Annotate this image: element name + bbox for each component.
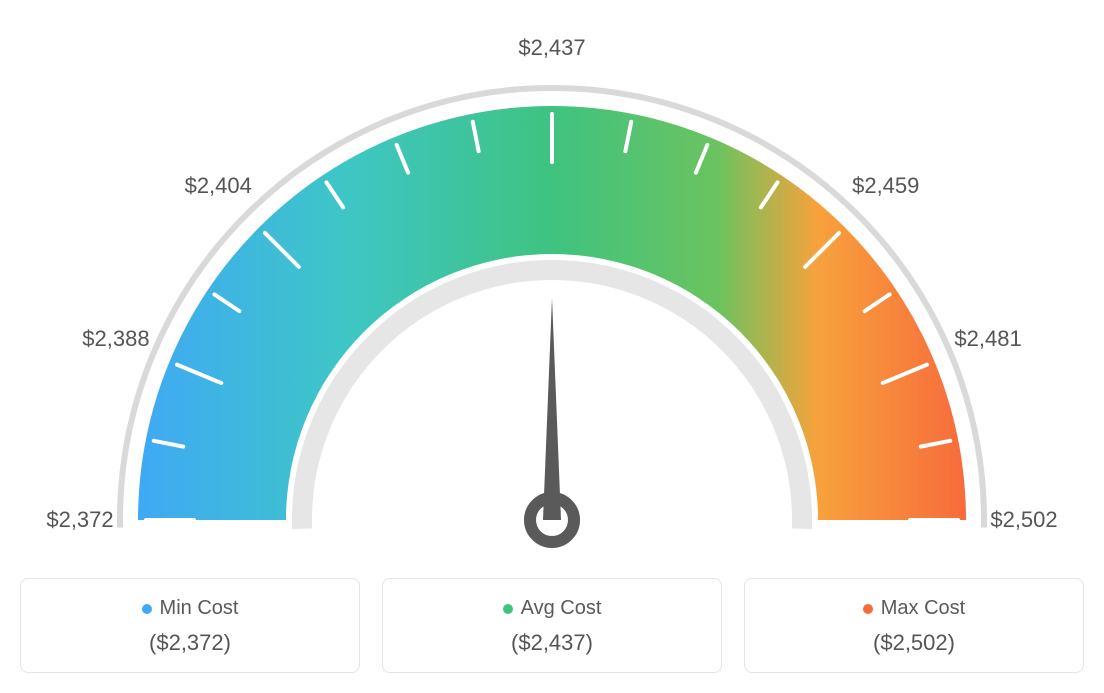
avg-cost-title: Avg Cost <box>503 597 602 620</box>
summary-cards: Min Cost ($2,372) Avg Cost ($2,437) Max … <box>20 578 1084 673</box>
gauge-tick-label: $2,502 <box>990 507 1057 533</box>
dot-icon <box>503 604 513 614</box>
gauge-tick-label: $2,437 <box>518 35 585 61</box>
min-cost-label: Min Cost <box>160 597 239 620</box>
dot-icon <box>863 604 873 614</box>
gauge-chart: $2,372 $2,388 $2,404 $2,437 $2,459 $2,481 $2,5… <box>20 20 1084 570</box>
max-cost-title: Max Cost <box>863 597 965 620</box>
min-cost-title: Min Cost <box>142 597 239 620</box>
gauge-tick-label: $2,481 <box>954 326 1021 352</box>
min-cost-value: ($2,372) <box>29 630 351 656</box>
gauge-tick-label: $2,404 <box>185 173 252 199</box>
dot-icon <box>142 604 152 614</box>
max-cost-value: ($2,502) <box>753 630 1075 656</box>
avg-cost-label: Avg Cost <box>521 597 602 620</box>
min-cost-card: Min Cost ($2,372) <box>20 578 360 673</box>
cost-gauge-widget: $2,372 $2,388 $2,404 $2,437 $2,459 $2,481 $2,5… <box>20 20 1084 673</box>
max-cost-label: Max Cost <box>881 597 965 620</box>
gauge-tick-label: $2,372 <box>46 507 113 533</box>
gauge-tick-label: $2,388 <box>82 326 149 352</box>
avg-cost-value: ($2,437) <box>391 630 713 656</box>
avg-cost-card: Avg Cost ($2,437) <box>382 578 722 673</box>
gauge-tick-label: $2,459 <box>852 173 919 199</box>
max-cost-card: Max Cost ($2,502) <box>744 578 1084 673</box>
